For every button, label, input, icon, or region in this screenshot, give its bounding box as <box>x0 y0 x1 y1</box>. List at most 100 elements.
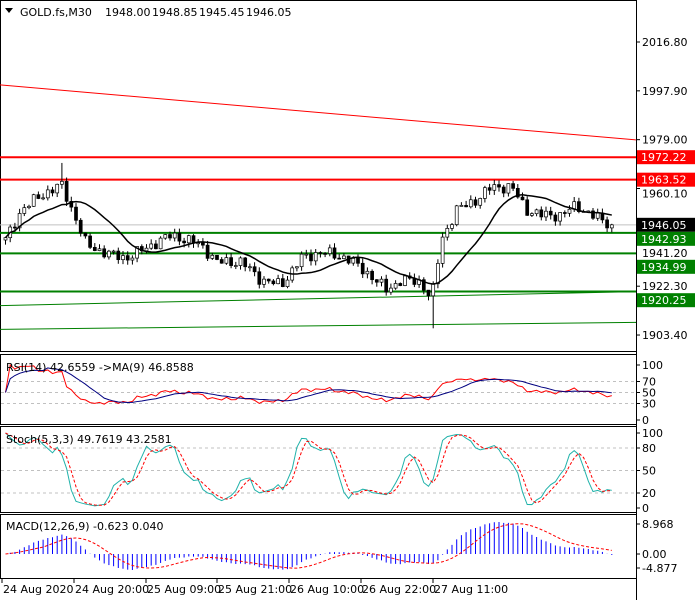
candle-body <box>450 224 454 229</box>
candle-body <box>135 246 139 259</box>
candle-body <box>285 279 290 287</box>
candle <box>55 183 60 198</box>
candle-body <box>356 258 360 264</box>
candle-body <box>595 212 600 219</box>
candle-body <box>88 235 92 248</box>
candle-body <box>168 234 172 239</box>
candle-body <box>229 257 233 266</box>
rsi-axis-label: 70 <box>642 376 656 389</box>
price-axis-label: 1997.90 <box>642 85 688 98</box>
collapse-triangle-icon[interactable] <box>5 8 13 13</box>
candle <box>243 256 248 272</box>
candle-body <box>454 205 459 225</box>
candle <box>468 195 473 209</box>
level-price-tag-bg <box>637 293 695 308</box>
candle <box>374 279 379 287</box>
candle-body <box>210 254 215 259</box>
candle <box>464 200 468 208</box>
level-price-tag: 1972.22 <box>641 151 687 164</box>
candle-body <box>186 235 191 244</box>
candle <box>196 239 201 248</box>
stoch-main-line <box>5 432 612 507</box>
candle <box>60 162 64 189</box>
candle-body <box>525 199 530 216</box>
candle <box>440 232 445 268</box>
candle-body <box>154 243 158 250</box>
rsi-line <box>5 364 612 405</box>
candle-body <box>365 270 370 275</box>
candle-body <box>473 199 478 206</box>
candle <box>121 251 125 265</box>
candle <box>342 253 346 260</box>
candle-body <box>591 210 595 219</box>
trendline[interactable] <box>0 84 637 141</box>
candle-body <box>27 205 31 209</box>
candle <box>276 274 280 285</box>
candle <box>393 280 398 290</box>
candle <box>365 267 370 279</box>
candle-body <box>497 184 501 188</box>
candle <box>22 203 27 217</box>
main-panel[interactable] <box>0 0 637 352</box>
candle-body <box>107 250 111 258</box>
candle-body <box>370 270 374 281</box>
candle <box>299 251 304 271</box>
candle-body <box>78 219 83 234</box>
candle <box>544 206 548 222</box>
candle-body <box>389 287 393 293</box>
candle-body <box>384 278 389 293</box>
candle <box>318 251 323 258</box>
candle <box>229 252 233 269</box>
candle-body <box>295 266 299 269</box>
candle-body <box>487 187 492 191</box>
time-axis-label: 26 Aug 22:00 <box>362 583 436 596</box>
candle <box>558 212 562 226</box>
candle <box>454 204 459 227</box>
candle-body <box>276 278 280 285</box>
candle <box>304 249 309 259</box>
level-price-tag: 1934.99 <box>641 261 687 274</box>
stoch-axis-label: 20 <box>642 487 656 500</box>
candle <box>27 204 31 210</box>
candle <box>515 184 520 199</box>
candle <box>398 282 403 287</box>
candle-body <box>562 212 567 214</box>
candle-body <box>483 187 487 199</box>
candle-body <box>539 209 544 218</box>
candle <box>78 218 83 237</box>
macd-title: MACD(12,26,9) -0.623 0.040 <box>6 520 164 533</box>
candle <box>233 261 238 270</box>
candle <box>41 193 45 201</box>
candle-body <box>323 253 327 255</box>
stoch-signal-line <box>5 432 612 506</box>
header-high: 1948.85 <box>152 6 198 19</box>
candle <box>186 234 191 248</box>
trendline[interactable] <box>0 321 637 330</box>
macd-signal-line <box>5 523 612 569</box>
candle <box>262 276 266 288</box>
stoch-title: Stoch(5,3,3) 49.7619 43.2581 <box>6 433 172 446</box>
candle-body <box>299 253 304 268</box>
candle-body <box>102 248 107 258</box>
candle <box>252 262 257 277</box>
level-price-tag-bg <box>637 231 695 246</box>
candle-body <box>262 278 266 285</box>
macd-axis-label: -4.877 <box>642 562 677 575</box>
candle-body <box>50 189 55 194</box>
candle-body <box>243 257 248 268</box>
candle-body <box>172 232 177 239</box>
candle-body <box>459 205 464 207</box>
candle-body <box>13 226 17 229</box>
trendline[interactable] <box>0 291 637 307</box>
candle <box>163 233 168 240</box>
candle <box>483 185 487 203</box>
candle <box>280 273 285 288</box>
candle <box>379 276 384 287</box>
candle-body <box>515 187 520 198</box>
candle <box>450 222 454 232</box>
candle <box>31 193 36 207</box>
candle-body <box>567 208 572 214</box>
candle-body <box>436 263 440 285</box>
